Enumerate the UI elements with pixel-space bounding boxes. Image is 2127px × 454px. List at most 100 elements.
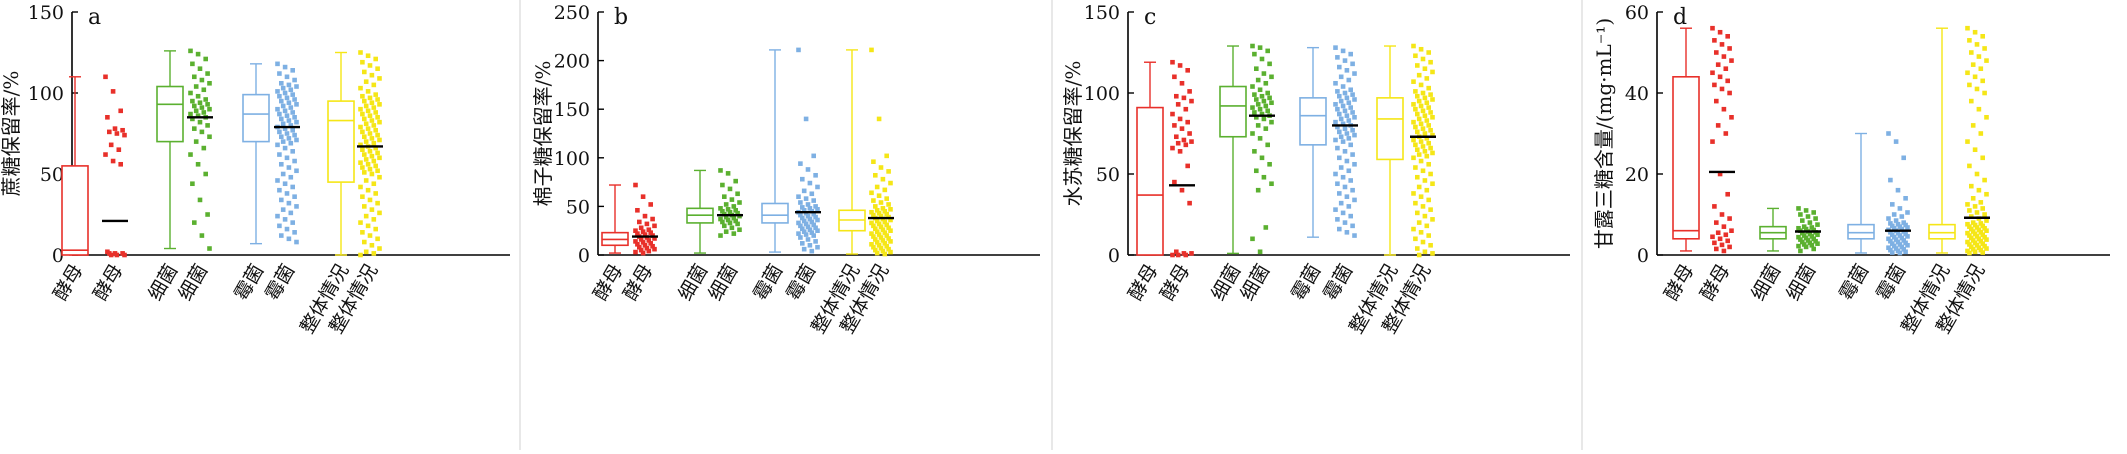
data-point xyxy=(1893,246,1899,251)
data-point xyxy=(1335,106,1340,112)
data-point xyxy=(1338,165,1344,170)
data-point xyxy=(873,172,878,178)
data-point xyxy=(277,152,282,157)
data-point xyxy=(277,129,282,135)
data-point xyxy=(1342,90,1348,96)
data-point xyxy=(358,252,363,258)
data-point xyxy=(1727,244,1732,250)
y-tick-label: 50 xyxy=(1096,164,1120,186)
data-point xyxy=(1338,116,1344,122)
data-point xyxy=(197,119,203,125)
data-point xyxy=(1179,80,1185,86)
x-tick-label-points: 细菌 xyxy=(704,261,742,305)
data-point xyxy=(1411,191,1416,196)
data-point xyxy=(1344,158,1350,164)
data-point xyxy=(803,221,809,227)
data-point xyxy=(369,207,375,212)
data-point xyxy=(1901,238,1906,243)
data-point xyxy=(188,152,193,157)
data-point xyxy=(1175,102,1181,107)
box-iqr xyxy=(1928,223,1956,240)
data-point xyxy=(1340,139,1346,144)
data-point xyxy=(869,47,874,53)
data-point xyxy=(876,242,882,248)
data-point xyxy=(1181,95,1187,101)
data-point xyxy=(290,127,295,133)
data-point xyxy=(1422,66,1428,71)
data-point xyxy=(1897,224,1903,229)
data-point xyxy=(1903,231,1908,237)
data-point xyxy=(1424,76,1430,81)
data-point xyxy=(1338,200,1344,206)
data-point xyxy=(1181,137,1187,143)
data-point xyxy=(880,176,886,182)
data-point xyxy=(811,153,816,159)
data-point xyxy=(1967,208,1972,213)
data-point xyxy=(1261,174,1267,180)
data-point xyxy=(371,217,377,222)
data-point xyxy=(279,116,284,122)
data-point xyxy=(371,105,377,110)
data-point xyxy=(1174,134,1179,140)
data-point xyxy=(1346,204,1352,209)
data-point xyxy=(1897,233,1903,238)
data-point xyxy=(282,145,288,151)
data-point xyxy=(796,231,801,236)
data-point xyxy=(1250,105,1255,110)
data-point xyxy=(1416,116,1422,122)
data-point xyxy=(1352,97,1357,102)
data-point xyxy=(377,246,382,251)
data-point xyxy=(1263,80,1269,86)
y-tick-label: 40 xyxy=(1625,83,1649,105)
data-point xyxy=(644,221,650,227)
data-point xyxy=(1170,252,1175,258)
data-point xyxy=(1813,216,1818,221)
data-point xyxy=(1967,250,1972,256)
data-point xyxy=(377,210,382,216)
data-point xyxy=(1800,239,1805,245)
data-point xyxy=(365,187,371,193)
data-point xyxy=(1413,106,1418,112)
data-point xyxy=(1976,54,1982,59)
data-point xyxy=(873,237,878,242)
data-point xyxy=(1895,187,1901,193)
data-point xyxy=(1967,82,1972,88)
data-point xyxy=(107,129,112,135)
data-point xyxy=(1344,68,1350,73)
data-point xyxy=(286,236,292,242)
data-point xyxy=(1418,158,1424,164)
data-point xyxy=(1333,45,1338,50)
data-point xyxy=(282,126,288,131)
data-point xyxy=(876,232,882,237)
data-point xyxy=(1337,191,1342,196)
y-tick-label: 150 xyxy=(554,99,590,121)
data-point xyxy=(1891,212,1897,217)
data-point xyxy=(1899,214,1905,219)
data-point xyxy=(1174,93,1179,99)
data-point xyxy=(1333,102,1338,107)
data-point xyxy=(280,85,286,91)
data-point xyxy=(1972,74,1978,80)
data-point xyxy=(1965,239,1970,245)
data-point xyxy=(195,161,201,167)
data-point xyxy=(1715,123,1721,128)
data-point xyxy=(1346,77,1352,83)
data-point xyxy=(1350,127,1355,133)
data-point xyxy=(1969,50,1974,55)
data-point xyxy=(886,202,891,207)
data-point xyxy=(1798,212,1803,217)
data-point xyxy=(1712,82,1717,88)
data-point xyxy=(1976,236,1982,242)
data-point xyxy=(1897,242,1903,247)
data-point xyxy=(882,208,888,214)
data-point xyxy=(199,105,205,110)
data-point xyxy=(1187,89,1192,94)
data-point xyxy=(633,239,638,244)
data-point xyxy=(880,248,886,254)
data-point xyxy=(1714,98,1719,104)
data-point xyxy=(1420,90,1426,96)
box-iqr xyxy=(242,93,270,143)
data-point xyxy=(813,204,818,209)
data-point xyxy=(367,113,373,118)
data-point xyxy=(203,171,208,177)
